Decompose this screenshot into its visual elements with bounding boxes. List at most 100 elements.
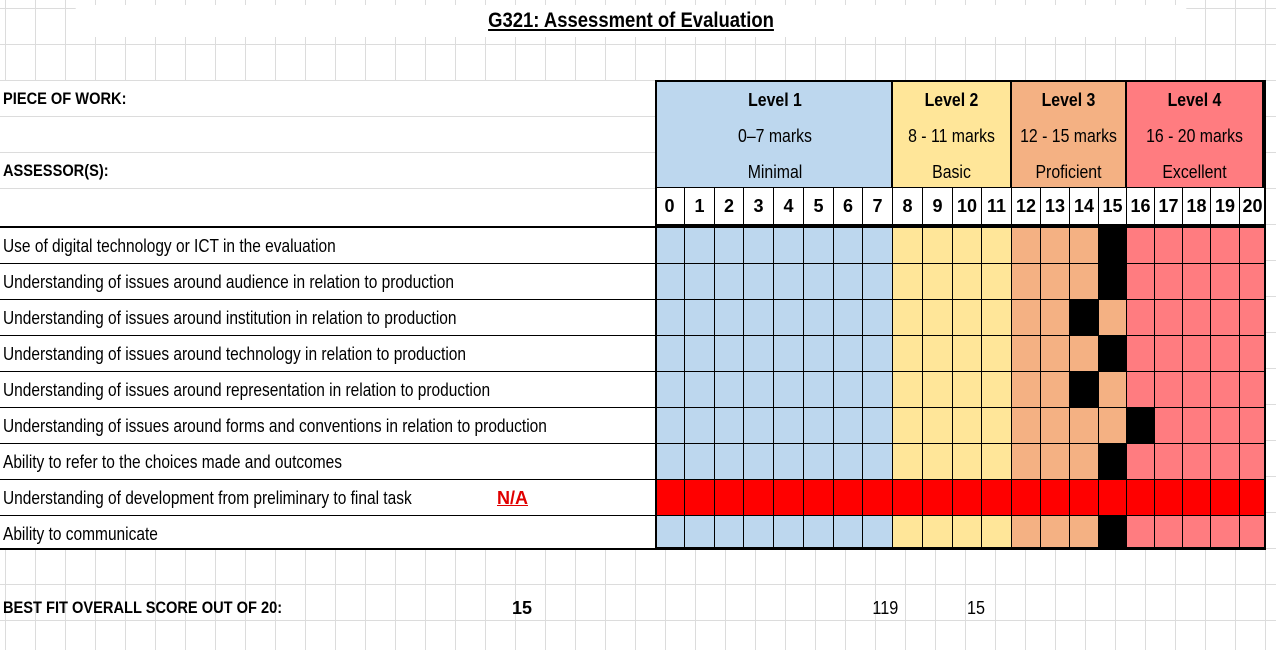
score-cell[interactable] (1041, 408, 1070, 444)
score-sum-cell[interactable]: 119 (872, 598, 899, 618)
score-cell[interactable] (1012, 408, 1041, 444)
score-cell[interactable] (953, 444, 982, 480)
score-cell[interactable] (804, 408, 834, 444)
best-fit-score[interactable]: 15 (512, 598, 533, 618)
score-cell[interactable] (982, 516, 1012, 548)
score-cell[interactable] (863, 408, 893, 444)
score-cell[interactable] (953, 336, 982, 372)
score-cell[interactable] (744, 264, 774, 300)
score-cell[interactable] (923, 516, 953, 548)
score-cell[interactable] (655, 228, 685, 264)
score-cell[interactable] (1211, 264, 1240, 300)
score-cell[interactable] (1155, 444, 1183, 480)
score-cell[interactable] (1012, 336, 1041, 372)
score-cell[interactable] (923, 444, 953, 480)
score-cell[interactable] (744, 480, 774, 516)
score-cell[interactable] (774, 300, 804, 336)
score-cell[interactable] (1012, 300, 1041, 336)
score-cell[interactable] (1240, 336, 1266, 372)
score-cell[interactable] (1183, 372, 1211, 408)
score-cell[interactable] (1240, 444, 1266, 480)
score-cell[interactable] (1211, 516, 1240, 548)
score-cell[interactable] (774, 516, 804, 548)
score-cell-selected[interactable] (1099, 336, 1127, 372)
score-cell[interactable] (774, 336, 804, 372)
score-cell[interactable] (982, 480, 1012, 516)
score-cell[interactable] (1183, 480, 1211, 516)
score-cell[interactable] (685, 300, 715, 336)
score-cell[interactable] (923, 372, 953, 408)
score-cell-selected[interactable] (1099, 516, 1127, 548)
score-cell[interactable] (685, 480, 715, 516)
score-cell[interactable] (774, 228, 804, 264)
score-cell[interactable] (1183, 444, 1211, 480)
score-cell[interactable] (953, 300, 982, 336)
score-cell[interactable] (893, 336, 923, 372)
score-cell[interactable] (774, 372, 804, 408)
score-cell[interactable] (1099, 408, 1127, 444)
score-cell[interactable] (715, 372, 744, 408)
score-cell[interactable] (953, 480, 982, 516)
score-cell[interactable] (1127, 300, 1155, 336)
score-cell[interactable] (1211, 480, 1240, 516)
score-cell[interactable] (893, 300, 923, 336)
score-cell[interactable] (982, 336, 1012, 372)
score-cell[interactable] (1012, 516, 1041, 548)
score-cell[interactable] (685, 444, 715, 480)
score-cell[interactable] (1070, 336, 1099, 372)
score-cell[interactable] (1127, 264, 1155, 300)
score-cell[interactable] (1127, 480, 1155, 516)
score-cell[interactable] (1070, 228, 1099, 264)
score-cell[interactable] (982, 372, 1012, 408)
score-cell[interactable] (893, 372, 923, 408)
score-cell[interactable] (804, 228, 834, 264)
score-cell[interactable] (685, 264, 715, 300)
score-cell[interactable] (834, 300, 863, 336)
score-cell[interactable] (1183, 300, 1211, 336)
score-cell[interactable] (715, 480, 744, 516)
score-cell[interactable] (1041, 264, 1070, 300)
score-cell[interactable] (804, 336, 834, 372)
score-cell[interactable] (863, 336, 893, 372)
score-cell[interactable] (1127, 516, 1155, 548)
score-cell[interactable] (685, 372, 715, 408)
score-cell[interactable] (863, 480, 893, 516)
score-cell[interactable] (685, 408, 715, 444)
score-cell[interactable] (1070, 444, 1099, 480)
score-cell[interactable] (1155, 336, 1183, 372)
score-cell[interactable] (982, 444, 1012, 480)
score-cell[interactable] (1240, 372, 1266, 408)
score-cell[interactable] (1183, 516, 1211, 548)
score-cell[interactable] (982, 408, 1012, 444)
score-cell[interactable] (1240, 300, 1266, 336)
not-applicable-link[interactable]: N/A (497, 488, 528, 508)
score-cell[interactable] (1155, 408, 1183, 444)
score-cell[interactable] (893, 408, 923, 444)
score-cell[interactable] (1155, 372, 1183, 408)
score-cell[interactable] (863, 372, 893, 408)
score-cell[interactable] (1041, 516, 1070, 548)
score-cell[interactable] (655, 300, 685, 336)
score-cell[interactable] (715, 516, 744, 548)
score-cell[interactable] (1041, 336, 1070, 372)
score-cell[interactable] (804, 264, 834, 300)
score-cell[interactable] (1127, 444, 1155, 480)
score-cell[interactable] (1127, 228, 1155, 264)
score-cell[interactable] (715, 264, 744, 300)
score-cell[interactable] (923, 264, 953, 300)
score-cell[interactable] (863, 444, 893, 480)
score-cell[interactable] (893, 516, 923, 548)
score-cell[interactable] (1041, 300, 1070, 336)
score-cell[interactable] (1012, 372, 1041, 408)
score-cell[interactable] (774, 480, 804, 516)
score-cell[interactable] (1070, 264, 1099, 300)
score-cell[interactable] (893, 444, 923, 480)
score-cell[interactable] (1099, 372, 1127, 408)
score-cell-selected[interactable] (1099, 228, 1127, 264)
score-cell[interactable] (655, 372, 685, 408)
score-cell[interactable] (1041, 480, 1070, 516)
score-cell[interactable] (982, 228, 1012, 264)
score-cell[interactable] (834, 444, 863, 480)
score-cell-selected[interactable] (1070, 300, 1099, 336)
score-cell[interactable] (655, 480, 685, 516)
